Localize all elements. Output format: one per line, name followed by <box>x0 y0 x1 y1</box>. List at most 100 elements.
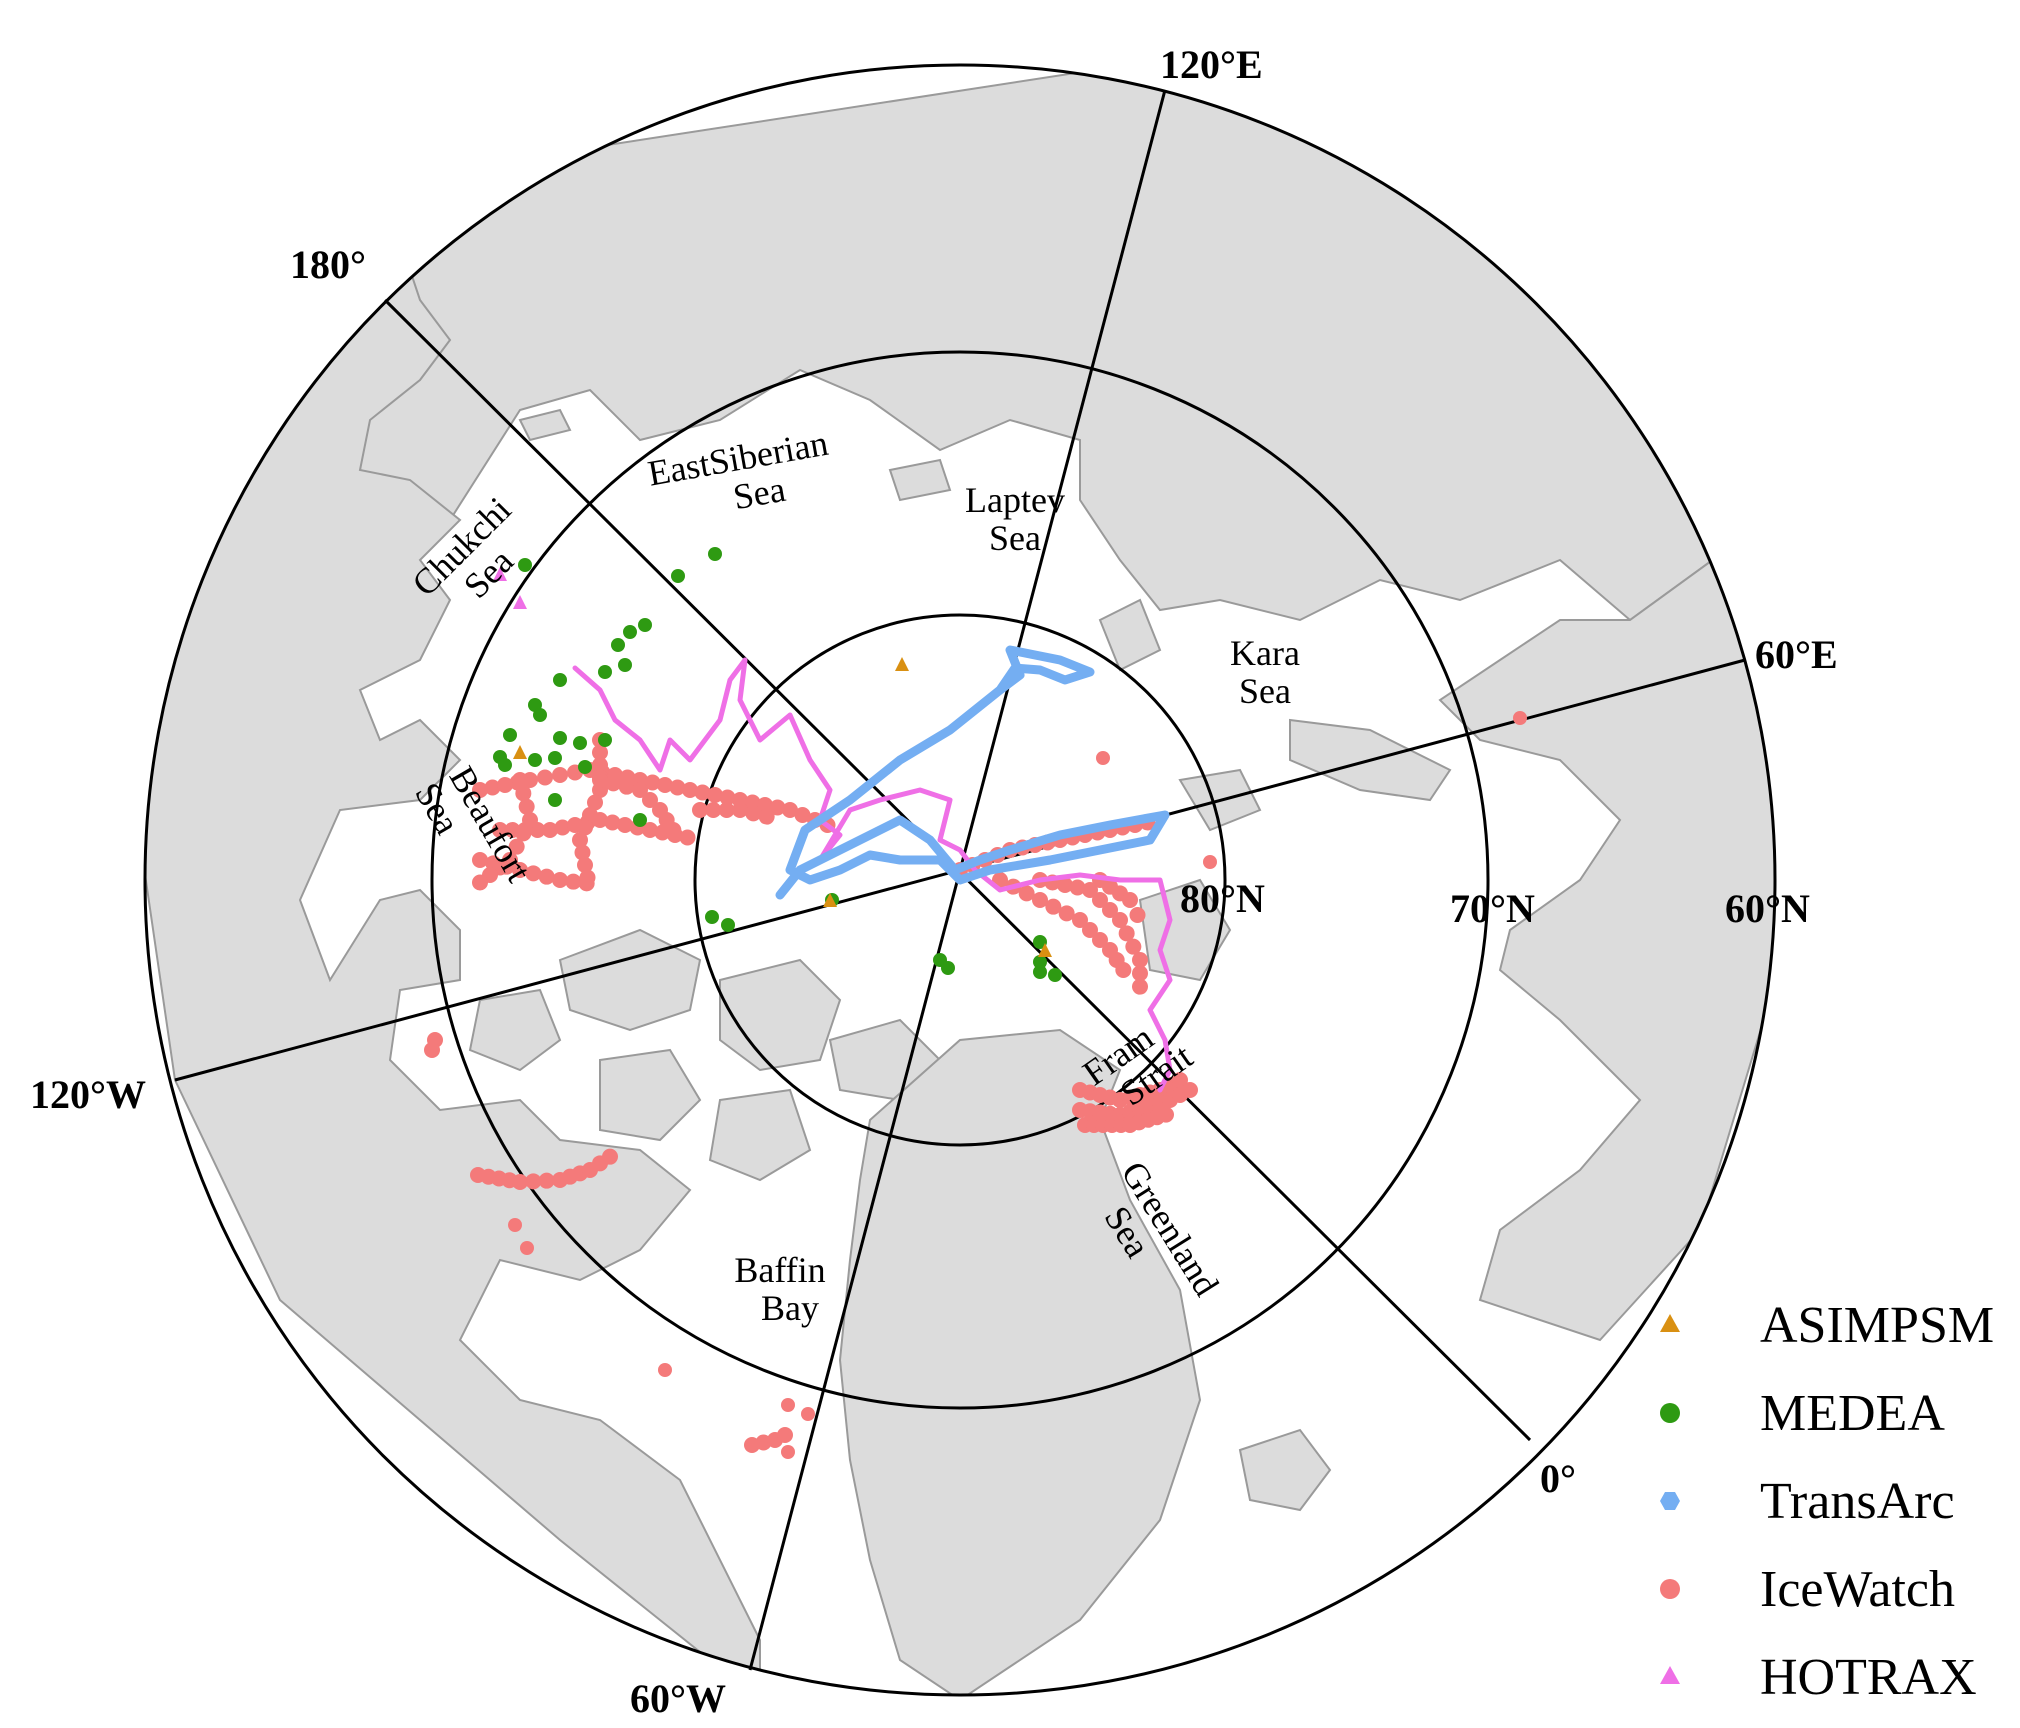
icewatch-observation <box>781 1398 795 1412</box>
medea-observation <box>548 751 562 765</box>
icewatch-observation <box>592 772 608 788</box>
icewatch-observation <box>1096 751 1110 765</box>
icewatch-observation <box>1018 885 1035 902</box>
legend-label-transarc: TransArc <box>1760 1473 1955 1530</box>
legend-marker-asimpsm <box>1660 1314 1680 1332</box>
icewatch-observation <box>745 805 762 822</box>
land-archipelago-2 <box>719 958 842 1072</box>
icewatch-observation <box>605 775 622 792</box>
legend-label-hotrax: HOTRAX <box>1760 1649 1977 1706</box>
label-kara-2: Sea <box>1239 671 1291 711</box>
icewatch-observation <box>694 784 711 801</box>
medea-observation <box>528 753 542 767</box>
icewatch-observation <box>518 798 535 815</box>
icewatch-observation <box>782 802 798 818</box>
land-greenland <box>838 1028 1202 1695</box>
icewatch-observation <box>1082 922 1098 938</box>
land-archipelago-4 <box>708 1088 812 1182</box>
icewatch-observation <box>577 819 593 836</box>
icewatch-observation <box>1125 938 1142 955</box>
icewatch-observation <box>508 1218 522 1232</box>
label-120w: 120°W <box>30 1072 146 1117</box>
medea-observation <box>618 658 632 672</box>
medea-observation <box>671 569 685 583</box>
icewatch-observation <box>705 802 722 818</box>
legend-label-asimpsm: ASIMPSM <box>1760 1297 1994 1354</box>
label-0: 0° <box>1540 1456 1576 1501</box>
icewatch-observation <box>552 767 568 783</box>
icewatch-observation <box>1203 855 1217 869</box>
medea-observation <box>553 673 567 687</box>
icewatch-observation <box>492 822 508 838</box>
icewatch-observation <box>669 779 686 796</box>
icewatch-observation <box>538 1172 555 1189</box>
icewatch-observation <box>657 777 673 793</box>
medea-observation <box>503 728 517 742</box>
label-laptev-1: Laptev <box>965 480 1065 520</box>
land-archipelago-1 <box>558 928 702 1032</box>
asimpsm-observation <box>895 657 909 671</box>
medea-observation <box>633 813 647 827</box>
icewatch-observation <box>1057 877 1073 893</box>
legend-item-asimpsm: ASIMPSM <box>1660 1297 1994 1354</box>
land-new-siberian <box>888 458 952 502</box>
icewatch-observation <box>658 1363 672 1377</box>
icewatch-observation <box>542 822 558 838</box>
icewatch-observation <box>537 769 553 786</box>
icewatch-observation <box>1032 892 1048 908</box>
icewatch-observation <box>520 1241 534 1255</box>
icewatch-observation <box>582 807 598 823</box>
meridian-labels: 120°E 180° 60°E 120°W 60°W 0° <box>30 42 1838 1721</box>
land-siberia <box>358 65 1742 622</box>
label-180: 180° <box>290 242 366 287</box>
icewatch-observation <box>1069 879 1086 896</box>
label-80n: 80°N <box>1180 876 1265 921</box>
icewatch-observation <box>484 779 501 796</box>
parallel-labels: 80°N 70°N 60°N <box>1180 876 1810 931</box>
icewatch-observation <box>758 808 775 825</box>
icewatch-observation <box>1132 965 1148 982</box>
circle-70n <box>430 350 1490 1410</box>
legend-marker-medea <box>1660 1403 1680 1423</box>
medea-observation <box>1033 935 1047 949</box>
icewatch-observation <box>692 802 708 818</box>
label-60e: 60°E <box>1755 632 1838 677</box>
icewatch-observation <box>554 819 571 836</box>
label-kara-1: Kara <box>1230 633 1300 673</box>
legend-item-hotrax: HOTRAX <box>1660 1649 1977 1706</box>
icewatch-observation <box>1115 962 1132 978</box>
label-60w: 60°W <box>630 1676 726 1721</box>
icewatch-observation <box>515 785 532 802</box>
circle-80n <box>693 613 1227 1147</box>
icewatch-observation <box>757 797 773 813</box>
icewatch-observation <box>522 812 538 828</box>
icewatch-observation <box>665 822 682 838</box>
medea-observation <box>553 731 567 745</box>
icewatch-observation <box>587 794 603 811</box>
icewatch-observation <box>508 838 525 855</box>
icewatch-observation <box>794 807 811 823</box>
icewatch-observation <box>801 1407 815 1421</box>
icewatch-observation <box>1129 907 1146 923</box>
icewatch-observation <box>592 757 608 773</box>
icewatch-observation <box>781 1445 795 1459</box>
medea-observation <box>578 760 592 774</box>
icewatch-observation <box>1112 912 1128 928</box>
legend-label-icewatch: IceWatch <box>1760 1561 1955 1618</box>
icewatch-observation <box>718 802 735 818</box>
icewatch-observation <box>1158 1106 1174 1123</box>
legend: ASIMPSM MEDEA TransArc IceWatch HOTRAX <box>1660 1297 1994 1706</box>
icewatch-observation <box>1182 1082 1198 1098</box>
icewatch-observation <box>644 774 661 791</box>
land-archipelago-3 <box>599 1048 702 1142</box>
icewatch-observation <box>769 799 786 816</box>
icewatch-observation <box>525 1173 542 1190</box>
icewatch-observation <box>642 822 658 838</box>
legend-marker-hotrax <box>1660 1666 1680 1684</box>
medea-observation <box>941 961 955 975</box>
icewatch-observation <box>642 792 658 808</box>
label-laptev-2: Sea <box>989 518 1041 558</box>
icewatch-observation <box>682 782 698 798</box>
medea-observation <box>705 910 719 924</box>
